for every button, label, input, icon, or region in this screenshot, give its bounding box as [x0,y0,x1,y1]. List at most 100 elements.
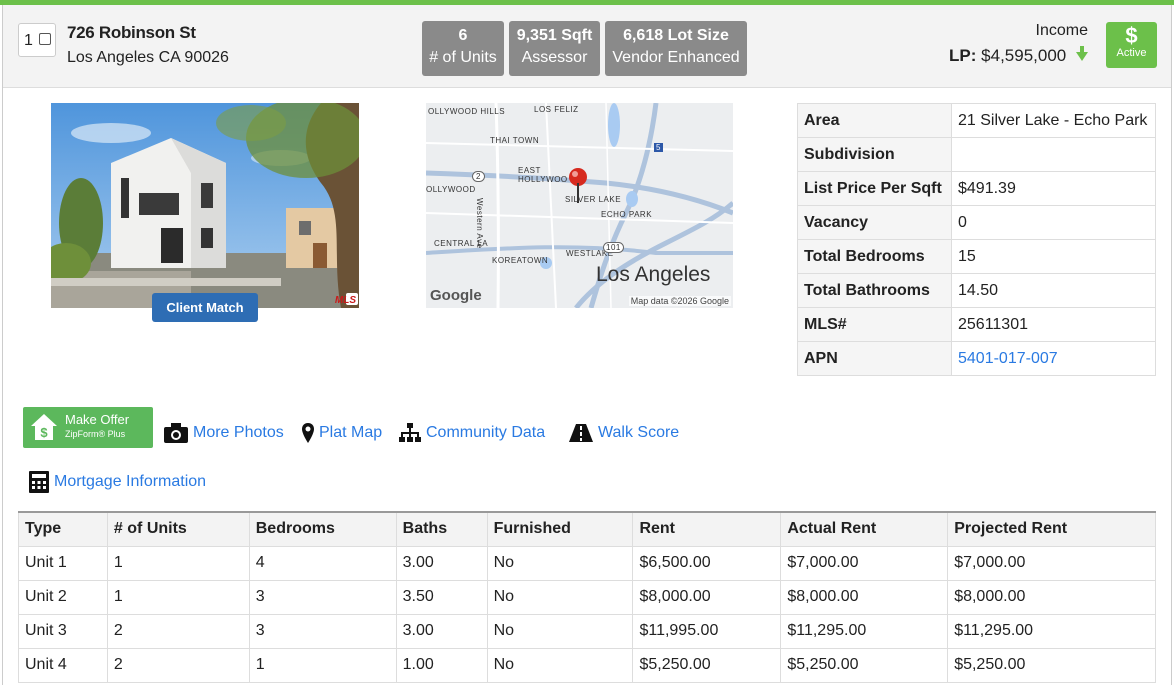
client-match-button[interactable]: Client Match [152,293,258,322]
sitemap-icon [399,423,421,442]
table-cell: 2 [106,613,250,649]
info-value: $491.39 [951,171,1156,206]
table-row: Unit 2 1 3 3.50 No $8,000.00 $8,000.00 $… [18,579,1156,615]
table-cell: $11,995.00 [632,613,782,649]
table-cell: No [486,647,634,683]
info-key: MLS# [797,307,952,342]
select-listing-checkbox[interactable]: 1 [18,23,56,57]
stat-lot-size: 6,618 Lot Size Vendor Enhanced [605,21,747,76]
info-value: 14.50 [951,273,1156,308]
table-cell: $8,000.00 [947,579,1156,615]
table-cell: No [486,579,634,615]
highway-shield: 5 [654,143,663,152]
table-cell: $8,000.00 [632,579,782,615]
make-offer-button[interactable]: $ Make Offer ZipForm® Plus [23,407,153,448]
status-active-badge[interactable]: $ Active [1106,22,1157,68]
walk-score-label: Walk Score [598,424,680,442]
table-cell: $8,000.00 [780,579,949,615]
info-key: Total Bedrooms [797,239,952,274]
community-data-label: Community Data [426,424,546,442]
info-value [951,137,1156,172]
table-cell: Unit 2 [18,579,108,615]
location-map[interactable]: OLLYWOOD HILLS LOS FELIZ THAI TOWN EAST … [426,103,733,308]
more-photos-label: More Photos [193,424,284,442]
info-key: Subdivision [797,137,952,172]
table-cell: 3 [248,579,397,615]
more-photos-link[interactable]: More Photos [163,422,284,444]
column-header: Actual Rent [780,511,949,547]
dollar-icon: $ [1125,23,1138,48]
google-logo: Google [430,287,482,304]
info-value: 21 Silver Lake - Echo Park [951,103,1156,138]
map-label: OLLYWOOD HILLS [428,107,506,116]
info-row: Subdivision [797,137,1156,172]
table-cell: No [486,613,634,649]
status-label: Active [1116,47,1147,59]
table-cell: $5,250.00 [632,647,782,683]
table-cell: 4 [248,545,397,581]
price-down-icon [1076,46,1088,62]
plat-map-link[interactable]: Plat Map [301,422,382,444]
info-row: APN 5401-017-007 [797,341,1156,376]
table-cell: 1 [248,647,397,683]
stat-label: # of Units [429,49,497,66]
table-cell: $7,000.00 [780,545,949,581]
stat-label: Assessor [521,49,588,66]
apn-link[interactable]: 5401-017-007 [958,349,1058,367]
info-key: Vacancy [797,205,952,240]
column-header: Type [18,511,108,547]
table-cell: $7,000.00 [947,545,1156,581]
map-city-label: Los Angeles [596,263,711,286]
map-label: ECHO PARK [601,210,653,219]
map-label: SILVER LAKE [565,195,622,204]
info-row: MLS# 25611301 [797,307,1156,342]
table-cell: 1 [106,545,250,581]
map-label: THAI TOWN [490,136,540,145]
camera-icon [164,423,188,443]
property-info-table: Area 21 Silver Lake - Echo Park Subdivisi… [797,103,1156,376]
stat-value: 6,618 Lot Size [623,27,729,44]
table-cell: $5,250.00 [947,647,1156,683]
info-key: Area [797,103,952,138]
calculator-icon [29,471,49,493]
road-icon [569,424,593,442]
stat-value: 6 [458,27,468,44]
mls-badge: MLS [334,295,356,306]
svg-text:$: $ [40,425,48,440]
property-photo[interactable]: MLS [51,103,359,308]
listing-number: 1 [24,32,33,49]
info-row: Area 21 Silver Lake - Echo Park [797,103,1156,138]
stat-sqft: 9,351 Sqft Assessor [509,21,600,76]
column-header: Rent [632,511,782,547]
map-label: KOREATOWN [492,256,549,265]
listing-header: 1 726 Robinson St Los Angeles CA 90026 6… [3,5,1171,88]
column-header: Baths [395,511,488,547]
info-row: Total Bedrooms 15 [797,239,1156,274]
map-label: WESTLAKE [566,249,614,258]
stat-value: 9,351 Sqft [516,27,593,44]
column-header: Projected Rent [947,511,1156,547]
make-offer-label: Make Offer [65,412,130,427]
checkbox-input[interactable] [39,33,51,45]
map-attribution: Map data ©2026 Google [628,296,731,306]
mortgage-label: Mortgage Information [54,473,207,491]
info-value: 0 [951,205,1156,240]
units-table: Type # of Units Bedrooms Baths Furnished… [18,511,1156,683]
info-key: APN [797,341,952,376]
table-cell: $5,250.00 [780,647,949,683]
list-price: LP: $4,595,000 [949,46,1088,66]
table-row: Unit 4 2 1 1.00 No $5,250.00 $5,250.00 $… [18,647,1156,683]
mortgage-info-link[interactable]: Mortgage Information [28,470,206,494]
table-cell: Unit 1 [18,545,108,581]
list-price-prefix: LP: [949,46,977,65]
map-label: EAST HOLLYWOO [518,166,568,184]
highway-shield: 2 [472,171,485,182]
highway-shield: 101 [603,242,624,253]
map-label: Western Ave [475,198,484,249]
info-key: List Price Per Sqft [797,171,952,206]
walk-score-link[interactable]: Walk Score [568,422,679,444]
table-cell: 1.00 [395,647,488,683]
community-data-link[interactable]: Community Data [398,422,545,444]
info-row: Vacancy 0 [797,205,1156,240]
